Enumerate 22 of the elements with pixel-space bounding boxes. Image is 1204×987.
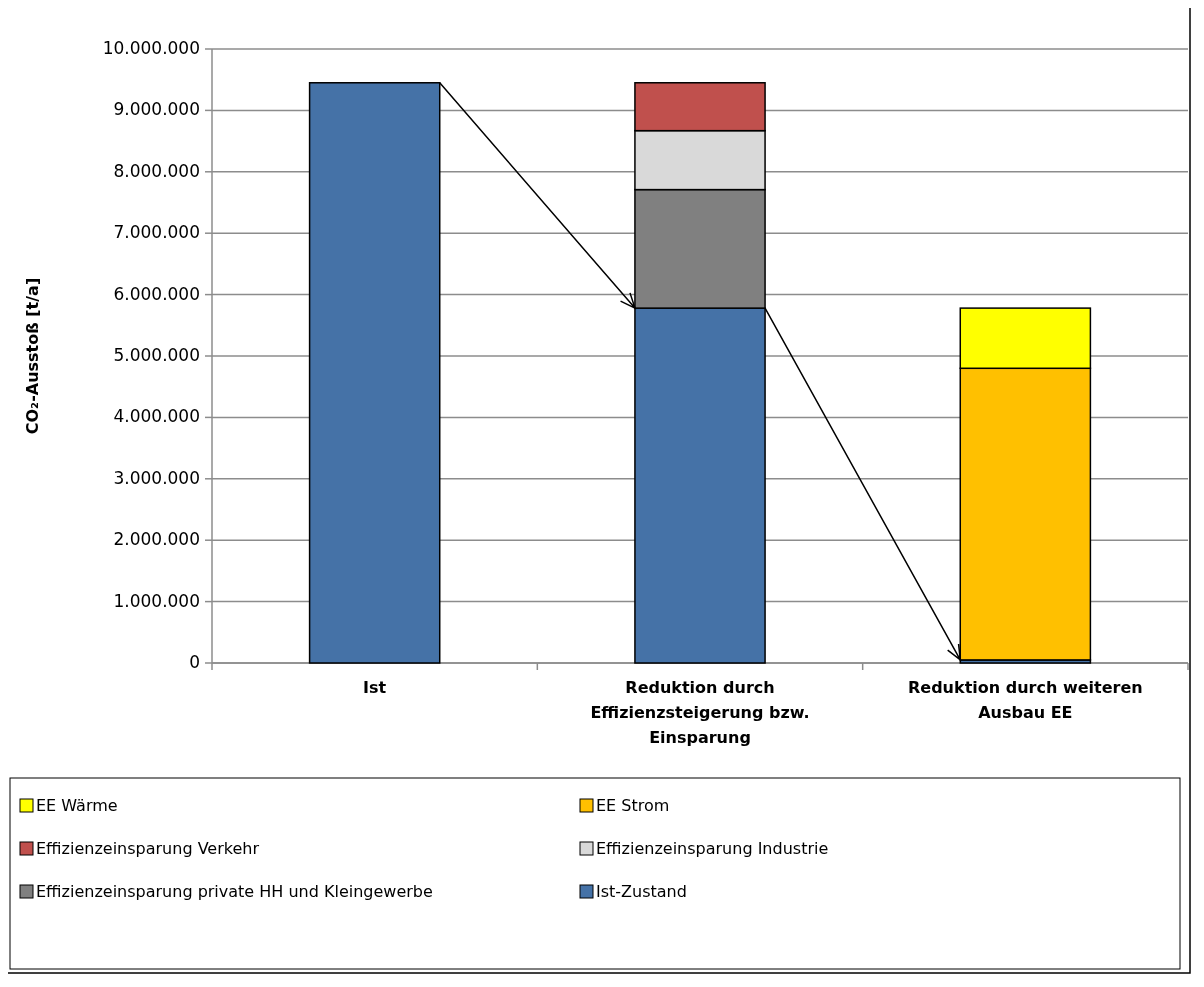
legend-label: Effizienzeinsparung Industrie [596, 838, 829, 858]
y-tick-label: 9.000.000 [113, 99, 200, 120]
legend-label: Effizienzeinsparung Verkehr [36, 838, 260, 858]
y-tick-label: 7.000.000 [113, 222, 200, 243]
legend-label: Effizienzeinsparung private HH und Kleingewerbe [36, 881, 433, 901]
y-tick-label: 4.000.000 [113, 406, 200, 427]
legend-label: Ist-Zustand [596, 881, 687, 901]
y-tick-label: 5.000.000 [113, 345, 200, 365]
legend-label: EE Wärme [36, 795, 118, 815]
y-axis-title: CO₂-Ausstoß [t/a] [23, 277, 42, 435]
y-tick-label: 1.000.000 [113, 590, 200, 611]
y-tick-label: 0 [189, 652, 200, 672]
y-tick-label: 8.000.000 [113, 160, 200, 181]
legend-label: EE Strom [596, 795, 670, 815]
y-tick-label: 6.000.000 [113, 283, 200, 304]
y-tick-label: 3.000.000 [113, 467, 200, 488]
x-tick-label: Reduktion durch Effizienzsteigerung bzw. Einsparung [590, 678, 810, 747]
y-tick-label: 2.000.000 [113, 529, 200, 550]
x-tick-label: Reduktion durch weiteren Ausbau EE [908, 678, 1143, 722]
y-tick-label: 10.000.000 [102, 38, 200, 58]
x-tick-label: Ist [363, 678, 387, 697]
bar [308, 82, 441, 664]
